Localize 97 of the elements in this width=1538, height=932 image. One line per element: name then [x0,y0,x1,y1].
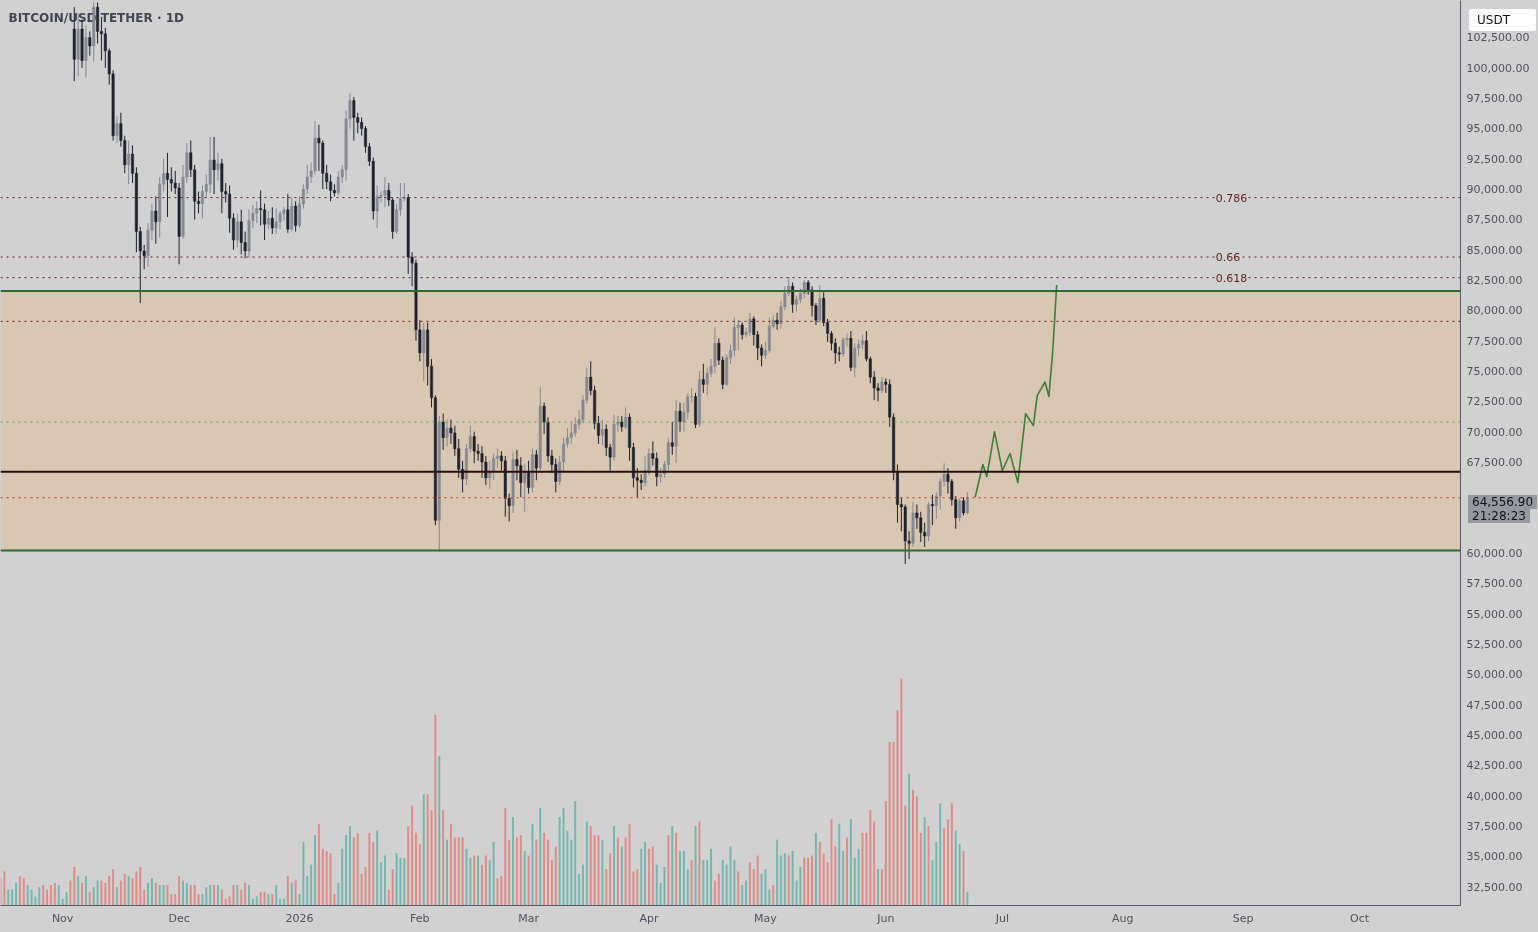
candlestick [266,210,270,230]
candlestick [115,115,119,144]
y-tick-label: 92,500.00 [1466,152,1523,166]
candlestick [930,494,934,526]
x-tick-label: Apr [639,911,659,925]
candlestick [270,206,274,235]
y-tick-label: 77,500.00 [1466,334,1523,348]
text: USDT [1477,12,1510,28]
candlestick [441,413,445,451]
candlestick [259,189,263,227]
candlestick [492,453,496,481]
line-series [974,284,1058,499]
candlestick [154,195,158,245]
y-tick-label: 82,500.00 [1466,274,1523,288]
y-tick-label: 70,000.00 [1466,425,1523,439]
candlestick [383,176,387,208]
y-tick-label: 52,500.00 [1466,637,1523,651]
candlestick [569,421,573,445]
candlestick [534,449,538,481]
candlestick [600,419,604,446]
candlestick [216,152,220,182]
candlestick [255,200,259,224]
y-tick-label: 67,500.00 [1466,456,1523,470]
candlestick [278,210,282,230]
candlestick [496,448,499,469]
candlestick [375,184,379,229]
annotation: 0.66 [1215,251,1241,265]
y-tick-label: 72,500.00 [1466,395,1523,409]
x-tick-label: Jul [994,911,1009,925]
candlestick [200,184,204,219]
candlestick [239,209,243,256]
y-tick-label: 57,500.00 [1466,577,1523,591]
y-tick-label: 37,500.00 [1466,819,1523,833]
x-tick-label: Nov [51,911,74,925]
candlestick [958,497,962,522]
candlestick [670,421,674,456]
candlestick [655,451,659,487]
x-tick-label: Mar [518,911,540,925]
text: 21:28:23 [1472,509,1526,524]
candlestick [294,200,298,233]
candlestick [472,431,476,464]
candlestick [235,212,239,248]
candlestick [127,140,131,185]
candlestick [678,402,682,433]
y-tick-label: 40,000.00 [1466,789,1523,803]
candlestick [166,152,169,218]
y-tick-label: 102,500.00 [1466,31,1530,45]
y-tick-label: 47,500.00 [1466,698,1523,712]
candlestick [523,463,527,513]
y-tick-label: 60,000.00 [1466,547,1523,561]
candlestick [336,170,340,196]
candlestick [422,322,426,382]
x-tick-label: 2026 [285,911,314,925]
candlestick [527,460,531,495]
y-tick-label: 90,000.00 [1466,183,1523,197]
y-tick-label: 45,000.00 [1466,728,1523,742]
y-tick-label: 100,000.00 [1466,61,1530,75]
y-tick-label: 55,000.00 [1466,607,1523,621]
candlestick [962,496,965,516]
y-tick-label: 50,000.00 [1466,668,1523,682]
candlestick [290,197,294,233]
candlestick [818,284,822,324]
candlestick [748,312,752,337]
annotation: 0.786 [1215,191,1248,205]
annotation: 0.618 [1215,271,1248,285]
candlestick [88,30,92,57]
candlestick [352,96,356,142]
candlestick [286,193,290,234]
y-tick-label: 32,500.00 [1466,880,1523,894]
x-tick-label: Aug [1111,911,1134,925]
candlestick [263,203,266,241]
candlestick [775,312,779,331]
y-tick-label: 97,500.00 [1466,92,1523,106]
y-tick-label: 35,000.00 [1466,850,1523,864]
candlestick [713,326,717,374]
x-tick-label: Feb [410,911,430,925]
x-tick-label: Jun [876,911,895,925]
candlestick [212,136,216,195]
candlestick [84,24,88,79]
candlestick [274,208,278,235]
y-tick-label: 75,000.00 [1466,365,1523,379]
y-tick-label: 87,500.00 [1466,213,1523,227]
y-tick-label: 42,500.00 [1466,759,1523,773]
y-tick-label: 95,000.00 [1466,122,1523,136]
candlestick [666,437,670,472]
candlestick [445,419,449,447]
x-tick-label: Sep [1232,911,1254,925]
candlestick [841,336,845,358]
x-tick-label: Oct [1350,911,1370,925]
candlestick [701,363,705,394]
y-tick-label: 85,000.00 [1466,243,1523,257]
y-tick-label: 80,000.00 [1466,304,1523,318]
x-tick-label: Dec [168,911,190,925]
x-tick-label: May [754,911,778,925]
candlestick [732,317,736,358]
candlestick [853,342,857,378]
text: 64,556.90 [1472,495,1534,510]
